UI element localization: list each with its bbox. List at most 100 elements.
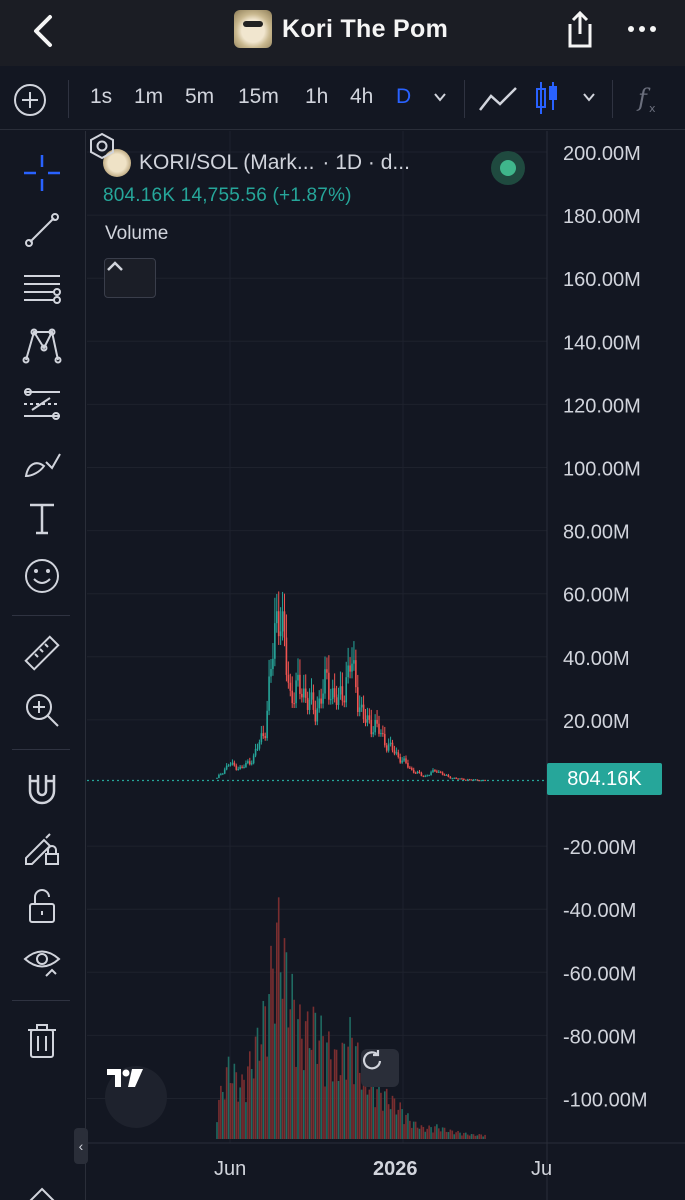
candle-body — [430, 772, 432, 776]
candle-body — [416, 771, 419, 774]
candle-body — [356, 687, 359, 712]
candle-body — [254, 748, 257, 756]
candle-body — [301, 693, 303, 698]
candle-body — [476, 779, 479, 781]
trash-icon[interactable] — [20, 1019, 64, 1063]
candle-body — [410, 768, 413, 770]
candle-body — [397, 752, 400, 757]
magnet-icon[interactable] — [20, 767, 64, 811]
fib-levels-icon[interactable] — [20, 266, 64, 310]
volume-bar — [254, 1036, 257, 1139]
timeframe-1m[interactable]: 1m — [134, 85, 164, 108]
chevron-left-icon[interactable] — [28, 14, 58, 48]
volume-bar — [441, 1127, 444, 1139]
volume-bar — [449, 1129, 452, 1139]
candle-body — [293, 703, 295, 705]
candle-body — [368, 715, 371, 720]
trend-line-icon[interactable] — [20, 208, 64, 252]
candle-body — [231, 762, 234, 765]
volume-bar — [326, 1042, 328, 1139]
brush-icon[interactable] — [20, 440, 64, 484]
pattern-icon[interactable] — [20, 324, 64, 368]
volume-bar — [376, 1089, 378, 1139]
volume-bar — [223, 1099, 226, 1139]
diamond-icon[interactable] — [20, 1176, 64, 1200]
interval-label[interactable]: · 1D · d... — [322, 151, 410, 174]
candle-body — [221, 773, 224, 775]
candle-chart-icon[interactable] — [534, 80, 560, 116]
timeframe-1s[interactable]: 1s — [90, 85, 113, 108]
volume-bar — [430, 1127, 432, 1139]
fx-icon[interactable]: f x — [636, 82, 664, 116]
volume-bar — [316, 1063, 319, 1139]
candle-body — [247, 761, 249, 764]
candle-body — [335, 697, 338, 705]
lock-drawing-icon[interactable] — [20, 826, 64, 870]
plus-circle-icon[interactable] — [14, 84, 46, 116]
volume-bar — [434, 1126, 436, 1139]
volume-bar — [341, 1042, 344, 1139]
timeframe-5m[interactable]: 5m — [185, 85, 215, 108]
volume-bar — [399, 1102, 402, 1139]
x-tick-label: 2026 — [373, 1158, 418, 1180]
candle-body — [270, 668, 272, 677]
volume-bar — [293, 999, 295, 1139]
reset-chart-button[interactable] — [361, 1049, 399, 1087]
share-icon[interactable] — [562, 10, 598, 50]
chart-canvas[interactable]: 200.00M 180.00M 160.00M 140.00M 120.00M 100.0… — [87, 131, 685, 1200]
collapse-toolbar-tab[interactable]: ‹ — [74, 1128, 88, 1164]
volume-bar — [422, 1126, 425, 1139]
timeframe-1h[interactable]: 1h — [305, 85, 329, 108]
timeframe-15m[interactable]: 15m — [238, 85, 279, 108]
chart-settings-icon[interactable] — [87, 131, 117, 161]
page-title: Kori The Pom — [282, 14, 449, 43]
candle-body — [472, 779, 475, 781]
candle-body — [436, 771, 438, 773]
drawing-toolbar — [0, 131, 86, 1200]
symbol-label[interactable]: KORI/SOL (Mark... — [139, 151, 315, 174]
candle-body — [279, 631, 282, 637]
candle-body — [302, 688, 305, 698]
candle-body — [285, 637, 288, 675]
volume-bar — [451, 1130, 454, 1139]
volume-bar — [264, 1006, 267, 1139]
crosshair-icon[interactable] — [20, 151, 64, 195]
candle-body — [409, 767, 411, 769]
candle-body — [218, 774, 220, 778]
candle-body — [420, 773, 423, 776]
chevron-down-icon[interactable] — [433, 90, 447, 104]
timeframe-d[interactable]: D — [396, 85, 412, 108]
volume-bar — [250, 1069, 253, 1139]
volume-bar — [245, 1102, 247, 1139]
volume-bar — [355, 1046, 357, 1139]
zoom-icon[interactable] — [20, 688, 64, 732]
unlock-icon[interactable] — [20, 884, 64, 928]
volume-bar — [356, 1042, 359, 1139]
text-icon[interactable] — [20, 497, 64, 541]
tradingview-logo[interactable] — [105, 1066, 167, 1128]
ruler-icon[interactable] — [20, 631, 64, 675]
emoji-icon[interactable] — [20, 554, 64, 598]
volume-bar — [237, 1101, 240, 1139]
chevron-down-icon[interactable] — [582, 90, 596, 104]
candle-body — [237, 768, 240, 770]
y-tick-label: -20.00M — [563, 837, 636, 859]
candle-body — [432, 770, 434, 773]
visibility-icon[interactable] — [20, 940, 64, 984]
more-dots-icon[interactable] — [624, 14, 660, 44]
volume-bar — [227, 1056, 230, 1139]
projection-icon[interactable] — [20, 382, 64, 426]
price-chart[interactable]: 200.00M 180.00M 160.00M 140.00M 120.00M 100.0… — [87, 131, 685, 1200]
candle-body — [326, 669, 328, 673]
candle-body — [358, 707, 361, 712]
x-tick-label: Ju — [531, 1158, 552, 1180]
line-chart-icon[interactable] — [478, 84, 518, 114]
collapse-legend-button[interactable] — [104, 258, 156, 298]
candle-body — [428, 775, 430, 777]
volume-bar — [351, 1037, 353, 1139]
y-tick-label: 180.00M — [563, 206, 641, 228]
volume-bar — [241, 1074, 243, 1139]
volume-bar — [407, 1113, 409, 1139]
volume-bar — [218, 1099, 220, 1139]
timeframe-4h[interactable]: 4h — [350, 85, 374, 108]
